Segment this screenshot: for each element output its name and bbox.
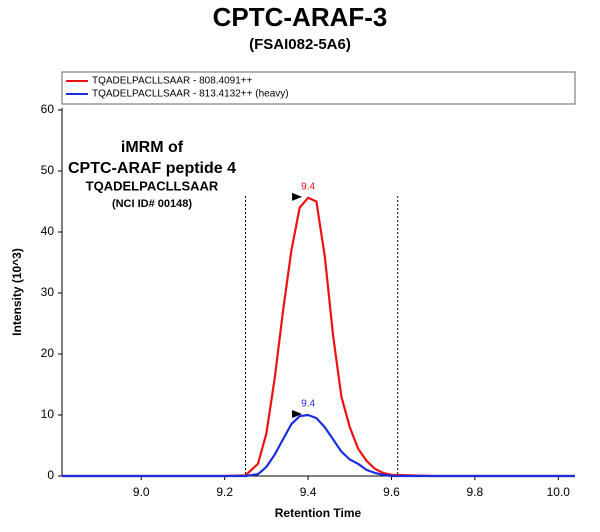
x-tick-label: 9.8 <box>467 485 484 499</box>
annotation: TQADELPACLLSAAR <box>86 178 219 193</box>
series-line <box>62 196 575 478</box>
annotation: (NCI ID# 00148) <box>112 198 192 210</box>
x-tick-label: 9.4 <box>300 485 317 499</box>
peak-label: 9.4 <box>301 181 315 192</box>
chart-title: CPTC-ARAF-3 <box>213 2 388 32</box>
y-tick-label: 40 <box>41 224 55 238</box>
chart-subtitle: (FSAI082-5A6) <box>249 36 351 53</box>
x-tick-label: 9.2 <box>216 485 233 499</box>
x-tick-label: 10.0 <box>547 485 571 499</box>
y-tick-label: 50 <box>41 163 55 177</box>
peak-marker <box>292 192 303 201</box>
x-tick-label: 9.0 <box>133 485 150 499</box>
y-tick-label: 0 <box>47 468 54 482</box>
peak-label: 9.4 <box>301 399 315 410</box>
annotation: iMRM of <box>121 139 184 156</box>
series-line <box>62 413 575 478</box>
x-tick-label: 9.6 <box>383 485 400 499</box>
y-axis-label: Intensity (10^3) <box>10 248 24 336</box>
y-tick-label: 30 <box>41 285 55 299</box>
y-tick-label: 60 <box>41 102 55 116</box>
legend-label: TQADELPACLLSAAR - 813.4132++ (heavy) <box>92 89 289 100</box>
x-axis-label: Retention Time <box>275 506 362 520</box>
y-tick-label: 20 <box>41 346 55 360</box>
annotation: CPTC-ARAF peptide 4 <box>68 160 236 177</box>
y-tick-label: 10 <box>41 407 55 421</box>
peak-marker <box>292 410 303 418</box>
legend-box <box>61 71 576 105</box>
legend-label: TQADELPACLLSAAR - 808.4091++ <box>92 76 253 87</box>
